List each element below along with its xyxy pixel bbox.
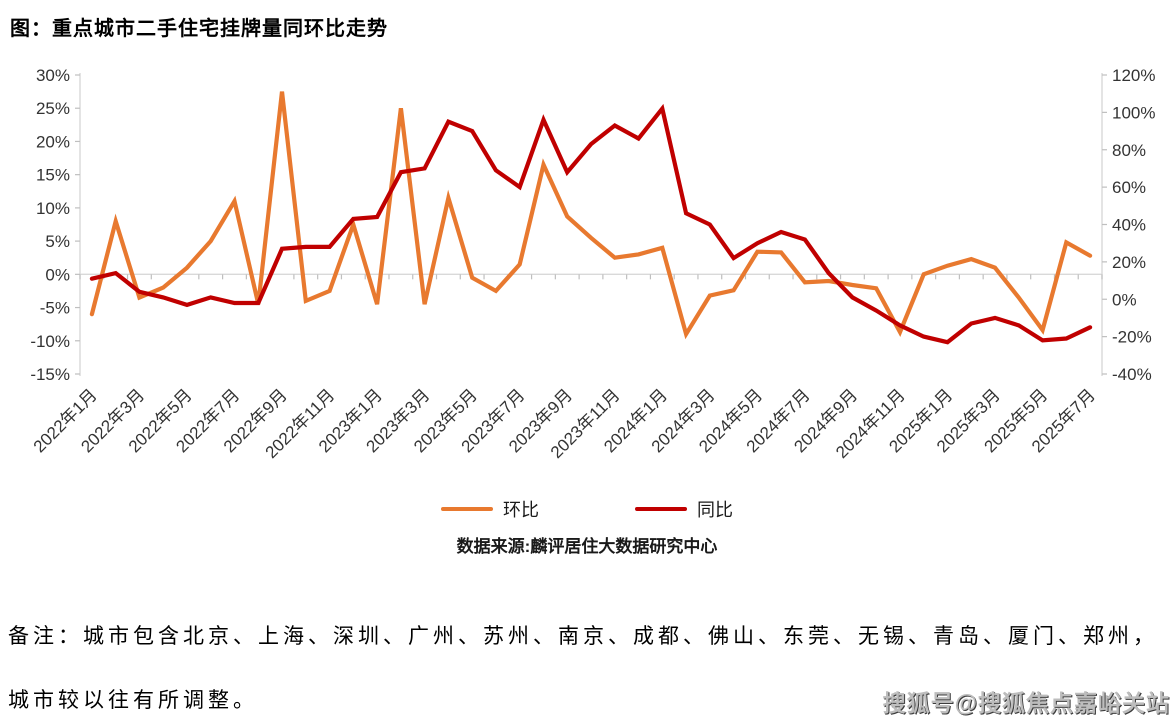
right-axis-tick-label: 120% [1112, 66, 1155, 85]
left-axis-tick-label: 15% [36, 166, 70, 185]
data-source-note: 数据来源:麟评居住大数据研究中心 [456, 537, 718, 556]
chart-legend: 环比 同比 [0, 496, 1174, 522]
mom-line-swatch-icon [441, 507, 493, 511]
footnote-line-2: 城市较以往有所调整。 [8, 688, 258, 712]
left-axis-tick-label: -5% [40, 299, 70, 318]
series-line-同比 [89, 103, 1093, 345]
legend-item-yoy: 同比 [635, 496, 733, 522]
right-axis-tick-label: 20% [1112, 253, 1146, 272]
left-axis-tick-label: 5% [45, 232, 70, 251]
left-axis-tick-label: 10% [36, 199, 70, 218]
left-axis-tick-label: -10% [30, 332, 70, 351]
left-axis-tick-label: 25% [36, 99, 70, 118]
yoy-line-swatch-icon [635, 507, 687, 511]
legend-item-mom: 环比 [441, 496, 539, 522]
left-axis-tick-label: -15% [30, 365, 70, 384]
right-axis-tick-label: 60% [1112, 178, 1146, 197]
right-axis-tick-label: 80% [1112, 141, 1146, 160]
legend-label-yoy: 同比 [697, 500, 733, 520]
right-axis-tick-label: -40% [1112, 365, 1152, 384]
left-axis-tick-label: 0% [45, 265, 70, 284]
right-axis-tick-label: 100% [1112, 103, 1155, 122]
left-axis-tick-label: 30% [36, 66, 70, 85]
chart-title: 图：重点城市二手住宅挂牌量同环比走势 [10, 18, 388, 40]
left-axis-tick-label: 20% [36, 132, 70, 151]
series-line-环比 [89, 91, 1093, 340]
line-chart-canvas: 30% 25% 20% 15% 10% 5% 0% -5% -10% -15% 120% 100% 80… [30, 66, 1156, 462]
right-axis-tick-label: 0% [1112, 290, 1137, 309]
right-axis-tick-label: 40% [1112, 216, 1146, 235]
right-axis-tick-label: -20% [1112, 328, 1152, 347]
watermark-text: 搜狐号@搜狐焦点嘉峪关站 [882, 690, 1170, 716]
legend-label-mom: 环比 [503, 500, 539, 520]
footnote-line-1: 备注：城市包含北京、上海、深圳、广州、苏州、南京、成都、佛山、东莞、无锡、青岛、… [8, 624, 1158, 648]
